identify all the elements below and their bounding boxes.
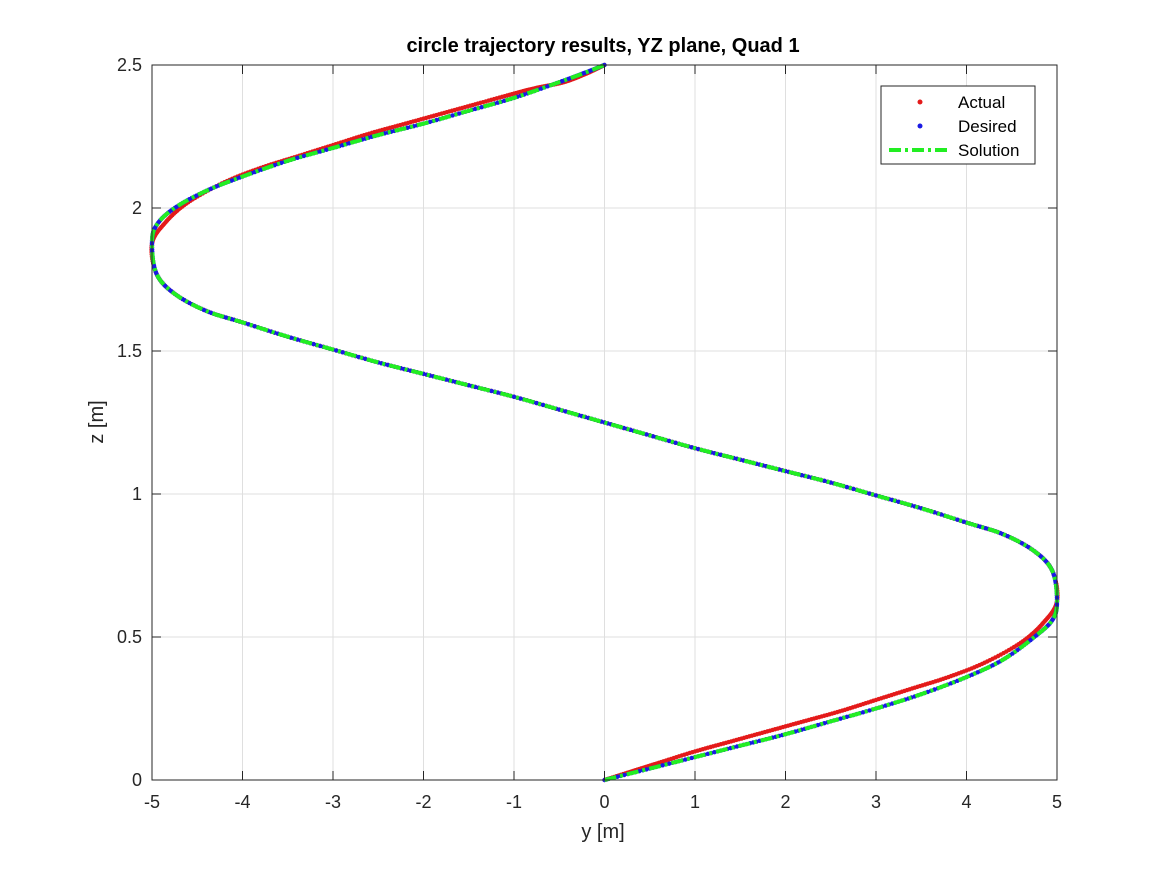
legend-entry-solution: Solution — [889, 141, 1019, 160]
legend-label-desired: Desired — [958, 117, 1017, 136]
legend-swatch-actual — [917, 99, 923, 105]
legend-entry-desired: Desired — [917, 117, 1017, 136]
y-tick-label: 1.5 — [117, 341, 142, 361]
tick-marks — [151, 64, 1058, 781]
data-point-desired — [622, 772, 627, 778]
data-point-desired — [538, 86, 544, 91]
plot-area — [149, 62, 1060, 783]
series-line-solution — [150, 63, 1059, 782]
series-layer — [149, 62, 1060, 783]
x-tick-label: 5 — [1052, 792, 1062, 812]
legend-label-solution: Solution — [958, 141, 1019, 160]
x-tick-label: 3 — [871, 792, 881, 812]
x-tick-label: 1 — [690, 792, 700, 812]
legend-swatch-desired — [917, 123, 923, 129]
y-axis-label: z [m] — [86, 400, 108, 443]
y-tick-label: 0.5 — [117, 627, 142, 647]
x-tick-label: 2 — [780, 792, 790, 812]
chart-title: circle trajectory results, YZ plane, Qua… — [406, 35, 799, 57]
x-tick-label: -4 — [234, 792, 250, 812]
x-tick-label: 0 — [599, 792, 609, 812]
legend: Actual Desired Solution — [880, 85, 1036, 165]
x-tick-label: -2 — [415, 792, 431, 812]
tick-labels: -5 -4 -3 -2 -1 0 1 2 3 4 5 0 0.5 1 1.5 2 2.5 — [117, 55, 1062, 812]
legend-label-actual: Actual — [958, 93, 1005, 112]
x-tick-label: -3 — [325, 792, 341, 812]
x-tick-label: -1 — [506, 792, 522, 812]
x-tick-label: 4 — [961, 792, 971, 812]
y-tick-label: 2 — [132, 198, 142, 218]
legend-entry-actual: Actual — [917, 93, 1005, 112]
x-tick-label: -5 — [144, 792, 160, 812]
x-axis-label: y [m] — [581, 821, 624, 843]
series-solution — [150, 63, 1059, 782]
y-tick-label: 1 — [132, 484, 142, 504]
y-tick-label: 0 — [132, 770, 142, 790]
y-tick-label: 2.5 — [117, 55, 142, 75]
